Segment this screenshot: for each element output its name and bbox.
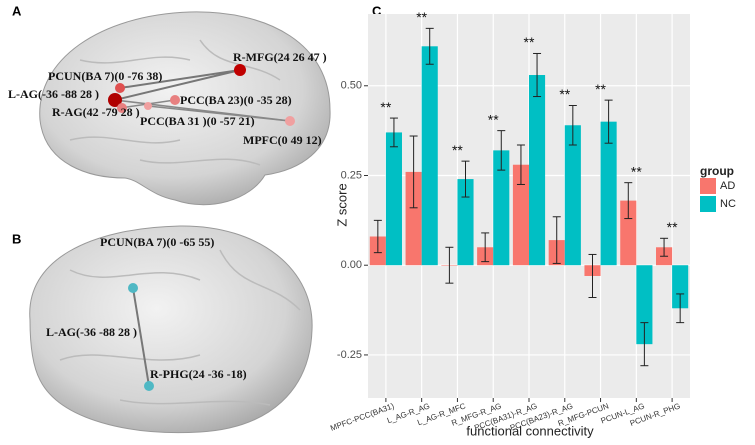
significance-label: ** (631, 163, 642, 179)
node (144, 381, 154, 391)
node (144, 102, 152, 110)
bar (385, 132, 402, 266)
y-tick-label: 0.00 (341, 259, 362, 271)
bar (493, 150, 510, 266)
error-bar (389, 117, 398, 148)
region-label: L-AG(-36 -88 28 ) (8, 87, 99, 101)
significance-label: ** (559, 86, 570, 102)
legend-key (700, 196, 716, 212)
legend-label: AD (720, 180, 735, 192)
significance-label: ** (524, 34, 535, 50)
error-bar (624, 182, 633, 220)
y-tick-label: -0.25 (337, 349, 362, 361)
bar (529, 75, 546, 266)
y-tick-label: 0.25 (341, 169, 362, 181)
region-label: PCC(BA 23)(0 -35 28) (180, 93, 292, 107)
bar-chart: C functional connectivity Z score group … (329, 3, 736, 438)
node (170, 95, 180, 105)
brain-b: B PCUN(BA 7)(0 -65 55) L-AG(-36 -88 28 )… (12, 225, 313, 434)
error-bar (604, 99, 613, 144)
node (128, 283, 138, 293)
region-label: R-MFG(24 26 47 ) (233, 50, 327, 64)
error-bar (676, 293, 685, 324)
brain-a: A R-MFG(24 26 47 ) PCUN(BA 7)(0 -76 38) … (8, 3, 331, 206)
region-label: PCUN(BA 7)(0 -65 55) (100, 235, 214, 249)
panel-letter: B (12, 231, 21, 246)
error-bar (552, 216, 561, 264)
significance-label: ** (667, 219, 678, 235)
connection (114, 69, 241, 101)
significance-label: ** (452, 142, 463, 158)
connection (119, 69, 241, 89)
connection (132, 287, 150, 387)
panel-letter: C (372, 3, 382, 18)
node (115, 83, 125, 93)
error-bar (445, 246, 454, 284)
significance-label: ** (595, 81, 606, 97)
error-bar (588, 253, 597, 299)
bar (512, 164, 529, 266)
region-label: PCUN(BA 7)(0 -76 38) (48, 69, 162, 83)
bar (421, 46, 438, 266)
connection (147, 105, 291, 122)
error-bar (425, 27, 434, 65)
bar (620, 200, 637, 266)
significance-label: ** (488, 111, 499, 127)
error-bar (373, 219, 382, 254)
node (108, 93, 122, 107)
region-label: R-AG(42 -79 28 ) (52, 105, 140, 119)
bar (564, 125, 581, 266)
error-bar (533, 52, 542, 98)
legend-title: group (700, 164, 734, 178)
region-label: PCC(BA 31 )(0 -57 21) (140, 114, 255, 128)
significance-label: ** (380, 99, 391, 115)
y-tick-label: 0.50 (341, 80, 362, 92)
bar (600, 121, 617, 266)
bar (636, 265, 653, 345)
significance-label: ** (416, 9, 427, 25)
error-bar (516, 144, 525, 185)
error-bar (568, 105, 577, 146)
bar (672, 265, 689, 309)
legend-key (700, 178, 716, 194)
error-bar (461, 160, 470, 198)
y-axis-title: Z score (334, 183, 349, 226)
bar (457, 179, 474, 266)
error-bar (660, 237, 669, 257)
legend-label: NC (720, 198, 736, 210)
node (234, 64, 246, 76)
bar (405, 171, 422, 266)
region-label: L-AG(-36 -88 28 ) (46, 325, 137, 339)
panel-letter: A (12, 3, 22, 18)
error-bar (409, 135, 418, 209)
error-bar (497, 130, 506, 171)
region-label: MPFC(0 49 12) (243, 133, 322, 147)
error-bar (481, 232, 490, 263)
error-bar (640, 322, 649, 367)
node (117, 103, 127, 113)
x-axis-title: functional connectivity (466, 423, 594, 438)
region-label: R-PHG(24 -36 -18) (150, 367, 247, 381)
node (285, 116, 295, 126)
